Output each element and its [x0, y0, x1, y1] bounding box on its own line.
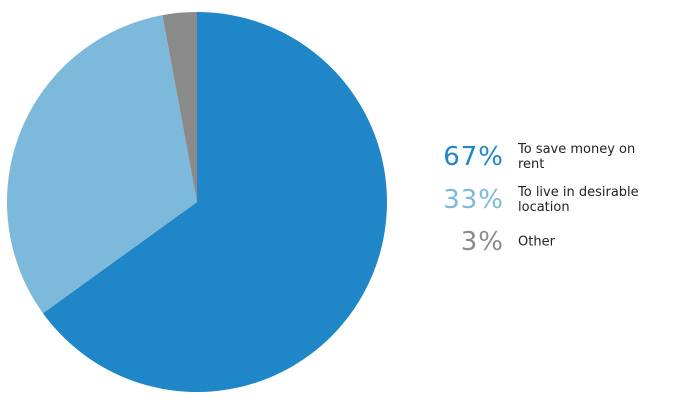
- legend-value: 3%: [460, 227, 504, 257]
- legend-entry: 3% Other: [420, 222, 660, 262]
- legend-value: 33%: [443, 185, 504, 215]
- pie-slice: [42, 12, 388, 392]
- legend-label: To save money on rent: [518, 142, 636, 172]
- legend-entry: 67% To save money on rent: [420, 137, 660, 177]
- legend-label: Other: [518, 234, 555, 250]
- pie-slice: [162, 12, 197, 202]
- legend-entry: 33% To live in desirable location: [420, 180, 660, 220]
- pie-slice: [6, 15, 198, 314]
- legend-label: To live in desirable location: [518, 185, 639, 215]
- legend-value: 67%: [443, 142, 504, 172]
